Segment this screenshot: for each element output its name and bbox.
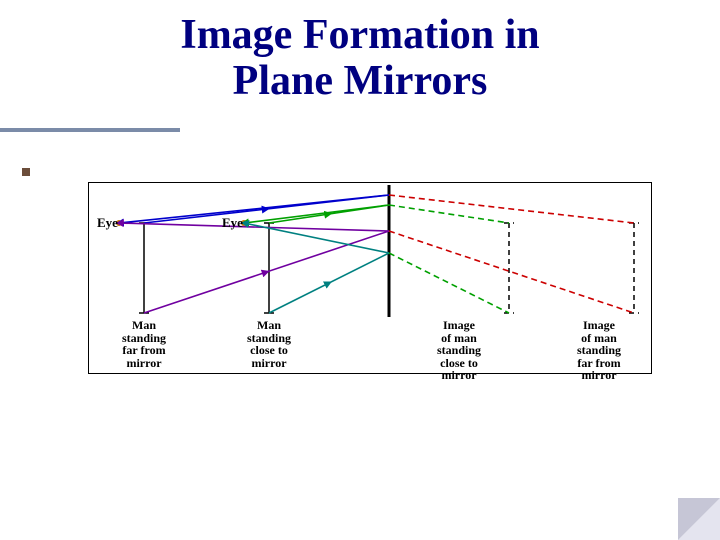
caption-label: Man standing close to mirror <box>229 319 309 369</box>
bullet-icon <box>22 168 30 176</box>
caption-label: Man standing far from mirror <box>104 319 184 369</box>
title-underline <box>0 128 180 132</box>
eye-label: Eye <box>97 216 118 230</box>
eye-label: Eye <box>222 216 243 230</box>
page-title: Image Formation in Plane Mirrors <box>0 0 720 104</box>
ray-diagram: Eye Eye Man standing far from mirror Man st… <box>88 182 652 374</box>
page-corner-icon <box>678 498 720 540</box>
title-line1: Image Formation in <box>180 12 539 58</box>
caption-label: Image of man standing close to mirror <box>419 319 499 382</box>
title-line2: Plane Mirrors <box>233 58 488 104</box>
caption-label: Image of man standing far from mirror <box>559 319 639 382</box>
